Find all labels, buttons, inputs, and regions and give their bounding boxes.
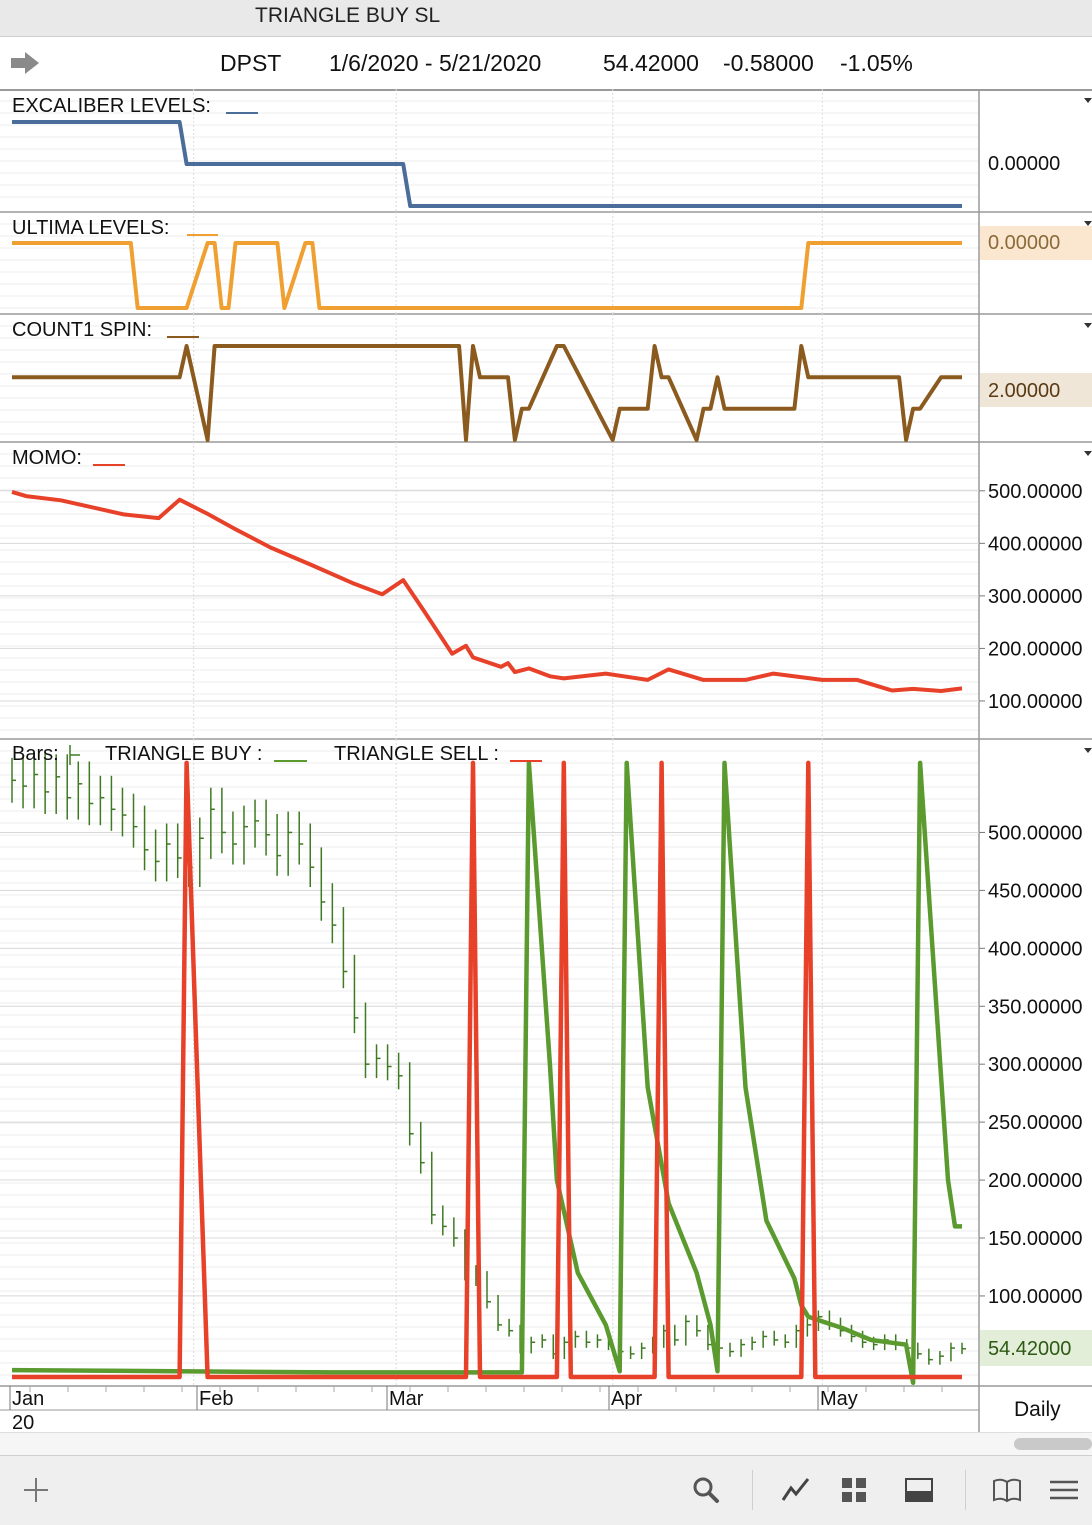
panel-menu-icon (1084, 323, 1092, 328)
date-range-label: 1/6/2020 - 5/21/2020 (329, 50, 542, 76)
bars-axis-label: 250.00000 (988, 1112, 1083, 1134)
bars-axis-label: 500.00000 (988, 822, 1083, 844)
add-icon[interactable] (20, 1474, 52, 1506)
date-axis-year-label: 20 (12, 1412, 34, 1434)
momo-axis-label: 300.00000 (988, 586, 1083, 608)
horizontal-scrollbar[interactable] (1014, 1438, 1092, 1450)
timeframe-button[interactable]: Daily (980, 1390, 1092, 1432)
toolbar-separator (965, 1470, 966, 1510)
window-titlebar: TRIANGLE BUY SL (0, 0, 1092, 37)
last-price-badge (980, 1330, 1092, 1366)
count1-spin-label: COUNT1 SPIN: (12, 319, 152, 341)
forward-arrow-icon[interactable] (11, 52, 39, 74)
triangle-buy-legend-label: TRIANGLE BUY : (105, 743, 262, 765)
panel-menu-icon (1084, 221, 1092, 226)
excaliber-value-label: 0.00000 (988, 153, 1060, 175)
timeframe-label: Daily (1014, 1398, 1061, 1421)
bars-axis-label: 200.00000 (988, 1170, 1083, 1192)
search-icon[interactable] (690, 1474, 722, 1506)
momo-axis-label: 100.00000 (988, 691, 1083, 713)
panel-icon[interactable] (903, 1474, 935, 1506)
bars-axis-label: 300.00000 (988, 1054, 1083, 1076)
date-axis-label: Jan (12, 1388, 44, 1410)
quote-header: DPST 1/6/2020 - 5/21/2020 54.42000 -0.58… (0, 37, 1092, 91)
triangle-sell-line (12, 760, 962, 1380)
date-axis-label: Feb (199, 1388, 233, 1410)
bars-axis-label: 350.00000 (988, 996, 1083, 1018)
panel-menu-icon (1084, 451, 1092, 456)
excaliber-levels-label: EXCALIBER LEVELS: (12, 95, 211, 117)
count1-value-label: 2.00000 (988, 380, 1060, 402)
date-axis-label: Apr (611, 1388, 642, 1410)
menu-icon[interactable] (1048, 1474, 1080, 1506)
bottom-toolbar (0, 1455, 1092, 1525)
window-title: TRIANGLE BUY SL (255, 4, 441, 27)
triangle-sell-legend-label: TRIANGLE SELL : (334, 743, 499, 765)
chart-area[interactable]: EXCALIBER LEVELS: 0.00000 ULTIMA LEVELS: 0.… (0, 0, 1092, 1455)
toolbar-separator (752, 1470, 753, 1510)
bars-axis-label: 450.00000 (988, 880, 1083, 902)
book-icon[interactable] (991, 1474, 1023, 1506)
ultima-levels-line (12, 241, 962, 310)
bars-legend-label: Bars: (12, 743, 59, 765)
date-axis-label: May (820, 1388, 858, 1410)
triangle-buy-line (11, 760, 962, 1386)
momo-axis-label: 500.00000 (988, 481, 1083, 503)
line-chart-icon[interactable] (780, 1474, 812, 1506)
momo-axis-label: 200.00000 (988, 638, 1083, 660)
excaliber-levels-line (12, 120, 962, 208)
momo-axis-label: 400.00000 (988, 533, 1083, 555)
symbol-label[interactable]: DPST (220, 50, 282, 76)
last-price-axis-label: 54.42000 (988, 1338, 1071, 1360)
count1-value-badge (980, 373, 1092, 407)
panel-menu-icon (1084, 748, 1092, 753)
grid-icon[interactable] (838, 1474, 870, 1506)
last-price-label: 54.42000 (603, 50, 699, 76)
bars-axis-label: 400.00000 (988, 938, 1083, 960)
ultima-value-badge (980, 226, 1092, 260)
bars-axis-label: 150.00000 (988, 1228, 1083, 1250)
bars-axis-label: 100.00000 (988, 1286, 1083, 1308)
horizontal-scroll-track[interactable] (0, 1432, 1092, 1455)
momo-line (11, 489, 963, 693)
percent-change-label: -1.05% (840, 50, 913, 76)
ultima-levels-label: ULTIMA LEVELS: (12, 217, 169, 239)
panel-menu-icon (1084, 98, 1092, 103)
price-change-label: -0.58000 (723, 50, 814, 76)
momo-label: MOMO: (12, 447, 82, 469)
date-axis-label: Mar (389, 1388, 424, 1410)
count1-spin-line (12, 344, 962, 442)
ultima-value-label: 0.00000 (988, 232, 1060, 254)
